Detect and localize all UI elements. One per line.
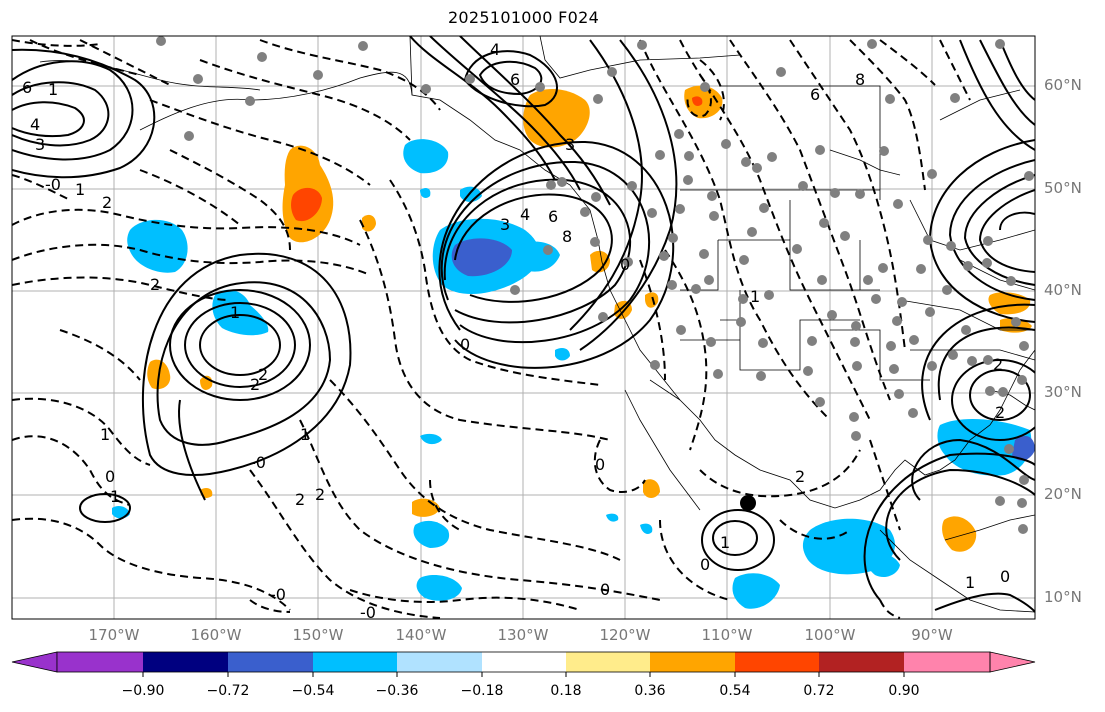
contour-label: 0 xyxy=(595,455,605,474)
contour-label: 0 xyxy=(105,467,115,486)
contour-label: 2 xyxy=(295,490,305,509)
contour-label: 1 xyxy=(965,573,975,592)
contour-label: 2 xyxy=(250,375,260,394)
contour-label: 2 xyxy=(102,193,112,212)
map-title: 2025101000 F024 xyxy=(447,8,600,27)
contour-label: 2 xyxy=(315,485,325,504)
colorbar-bin xyxy=(228,652,313,672)
contour-label: 6 xyxy=(548,207,558,226)
colorbar-tick-label: −0.54 xyxy=(291,683,335,699)
lon-label: 170°W xyxy=(88,626,140,644)
contour-label: 1 xyxy=(75,180,85,199)
map-frame xyxy=(11,35,1036,620)
contour-label: 0 xyxy=(700,555,710,574)
contour-label: 3 xyxy=(565,135,575,154)
colorbar xyxy=(11,651,1036,677)
contour-lines xyxy=(12,36,1035,619)
contour-label: 2 xyxy=(993,355,1003,374)
contour-label: -0 xyxy=(270,585,286,604)
shaded-anomaly-fields xyxy=(112,85,1035,609)
colorbar-bin xyxy=(650,652,735,672)
colorbar-tick-label: 0.36 xyxy=(634,683,666,699)
lat-label: 40°N xyxy=(1044,281,1082,299)
lon-label: 160°W xyxy=(190,626,242,644)
colorbar-tick-label: −0.36 xyxy=(375,683,419,699)
contour-label: 3 xyxy=(500,215,510,234)
lat-label: 50°N xyxy=(1044,179,1082,197)
contour-label: 6 xyxy=(510,70,520,89)
contour-label: 1 xyxy=(300,425,310,444)
contour-label: 2 xyxy=(795,467,805,486)
lon-label: 100°W xyxy=(804,626,856,644)
storm-center-marker xyxy=(740,495,756,511)
contour-label: 4 xyxy=(520,205,530,224)
colorbar-bin xyxy=(143,652,228,672)
contour-label: -0 xyxy=(45,175,61,194)
contour-label: 8 xyxy=(855,70,865,89)
lat-label: 60°N xyxy=(1044,76,1082,94)
contour-label: 1 xyxy=(720,533,730,552)
colorbar-tick-label: 0.72 xyxy=(803,683,835,699)
lon-label: 110°W xyxy=(701,626,753,644)
lon-label: 140°W xyxy=(395,626,447,644)
contour-label: 6 xyxy=(810,85,820,104)
colorbar-bin xyxy=(819,652,904,672)
colorbar-bin xyxy=(57,652,143,672)
contour-label: 1 xyxy=(100,425,110,444)
colorbar-tick-label: 0.54 xyxy=(719,683,751,699)
colorbar-bin xyxy=(904,652,990,672)
colorbar-bin xyxy=(735,652,819,672)
contour-label: 0 xyxy=(1000,567,1010,586)
contour-label: 2 xyxy=(150,275,160,294)
lon-label: 150°W xyxy=(292,626,344,644)
colorbar-tick-label: −0.18 xyxy=(460,683,504,699)
contour-label: -0 xyxy=(360,603,376,622)
contour-label: -0 xyxy=(250,453,266,472)
contour-label: 1 xyxy=(750,287,760,306)
station-markers xyxy=(156,36,1034,534)
contour-label: 2 xyxy=(258,365,268,384)
lon-label: 130°W xyxy=(497,626,549,644)
contour-label: 4 xyxy=(30,115,40,134)
contour-label: 8 xyxy=(562,227,572,246)
colorbar-extend-low xyxy=(11,651,58,673)
contour-label: 6 xyxy=(22,78,32,97)
contour-labels: 1 6 3 4 -0 1 2 6 4 3 6 4 3 8 0 2 2 2 1 0… xyxy=(22,40,1010,622)
contour-label: 4 xyxy=(490,40,500,59)
contour-label: 2 xyxy=(995,403,1005,422)
lat-label: 20°N xyxy=(1044,485,1082,503)
colorbar-tick-label: −0.72 xyxy=(206,683,250,699)
contour-label: 1 xyxy=(48,80,58,99)
lat-label: 10°N xyxy=(1044,588,1082,606)
colorbar-tick-label: 0.18 xyxy=(550,683,582,699)
colorbar-tick-label: −0.90 xyxy=(121,683,165,699)
colorbar-extend-high xyxy=(989,651,1036,673)
lat-label: 30°N xyxy=(1044,383,1082,401)
contour-label: 0 xyxy=(600,580,610,599)
colorbar-bin xyxy=(397,652,482,672)
colorbar-bin xyxy=(482,652,566,672)
lon-label: 120°W xyxy=(599,626,651,644)
contour-label: 1 xyxy=(110,487,120,506)
contour-label: 3 xyxy=(35,135,45,154)
contour-label: 0 xyxy=(620,255,630,274)
contour-label: 1 xyxy=(230,303,240,322)
colorbar-bin xyxy=(313,652,397,672)
colorbar-tick-label: 0.90 xyxy=(888,683,920,699)
colorbar-bin xyxy=(566,652,650,672)
contour-label: 0 xyxy=(460,335,470,354)
lon-label: 90°W xyxy=(911,626,953,644)
